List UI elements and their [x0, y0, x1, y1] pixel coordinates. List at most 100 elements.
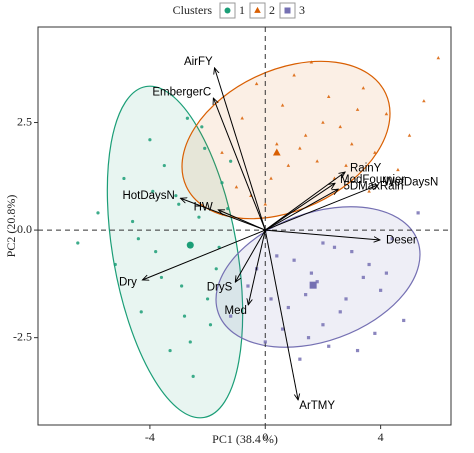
point [280, 327, 285, 331]
point [344, 297, 348, 301]
point [174, 194, 178, 198]
point [177, 202, 181, 206]
loading-label: AirFY [184, 56, 213, 68]
point [208, 323, 213, 327]
loading-arrow [265, 185, 378, 231]
point [350, 250, 354, 254]
legend-label: 3 [299, 3, 305, 17]
point [234, 185, 239, 189]
point [304, 293, 308, 297]
point [240, 116, 244, 120]
point [254, 81, 259, 86]
point [229, 159, 233, 163]
point [246, 284, 250, 288]
point [292, 258, 296, 262]
point [361, 86, 366, 90]
loading-arrow [265, 229, 380, 240]
loading-arrow [264, 172, 345, 231]
point [298, 357, 302, 361]
point [292, 73, 296, 77]
legend-title: Clusters [173, 3, 213, 17]
legend-symbol [284, 7, 291, 14]
legend-label: 2 [269, 3, 275, 17]
point [367, 262, 371, 267]
point [286, 163, 291, 167]
point [338, 124, 343, 129]
point [361, 275, 365, 280]
y-tick-label: -2.5 [13, 329, 32, 343]
point [275, 254, 279, 258]
point [185, 116, 189, 120]
loading-arrow [213, 98, 266, 231]
point [203, 146, 207, 150]
point [205, 297, 210, 301]
legend-label: 1 [239, 3, 245, 17]
legend-symbol [254, 6, 261, 13]
point [186, 241, 194, 249]
point [122, 176, 126, 181]
legend-symbol [224, 7, 231, 14]
point [275, 142, 279, 146]
point [355, 107, 360, 111]
point [332, 245, 337, 249]
point [315, 280, 319, 284]
loading-label: HotDaysN [122, 190, 174, 202]
point [280, 103, 285, 107]
point [159, 275, 164, 280]
point [373, 150, 377, 154]
point [384, 111, 389, 116]
plot-frame [37, 26, 452, 426]
loading-label: WetDaysN [384, 177, 439, 189]
loading-label: DryS [207, 281, 233, 293]
point [96, 211, 100, 215]
point [309, 60, 314, 64]
point [367, 189, 371, 193]
point [139, 310, 143, 314]
point [390, 237, 394, 241]
point [396, 167, 400, 172]
loading-arrow [142, 229, 266, 280]
point [188, 340, 192, 344]
point [416, 211, 420, 215]
point [130, 219, 135, 224]
point [286, 305, 290, 310]
point [422, 99, 426, 103]
point [214, 267, 218, 271]
point [148, 138, 152, 142]
point [379, 288, 383, 292]
point [154, 250, 158, 254]
point [326, 94, 331, 98]
point [269, 297, 273, 301]
point [402, 318, 406, 323]
x-tick-label: 0 [262, 430, 268, 444]
loading-arrow [264, 229, 298, 400]
point [191, 374, 195, 378]
point [263, 340, 267, 344]
point [309, 281, 317, 289]
point [327, 344, 331, 348]
loading-arrow [218, 210, 266, 231]
point [263, 202, 268, 206]
point [136, 237, 140, 241]
point [321, 241, 325, 245]
point [168, 348, 172, 353]
loading-label: Med [225, 305, 247, 317]
point [162, 163, 166, 168]
y-axis-label: PC2 (20.8%) [4, 195, 18, 258]
point [373, 331, 377, 335]
point [151, 189, 155, 193]
loading-arrow [235, 229, 266, 282]
point [344, 163, 348, 167]
loading-label: ModFournier [340, 174, 405, 186]
loading-label: HW [194, 202, 213, 214]
point [321, 120, 325, 124]
point [229, 314, 233, 318]
point [272, 148, 281, 156]
point [298, 146, 302, 150]
point [220, 150, 224, 154]
loading-arrow [264, 183, 335, 231]
loading-label: RainY [350, 163, 382, 175]
x-axis-label: PC1 (38.4 %) [212, 432, 278, 446]
